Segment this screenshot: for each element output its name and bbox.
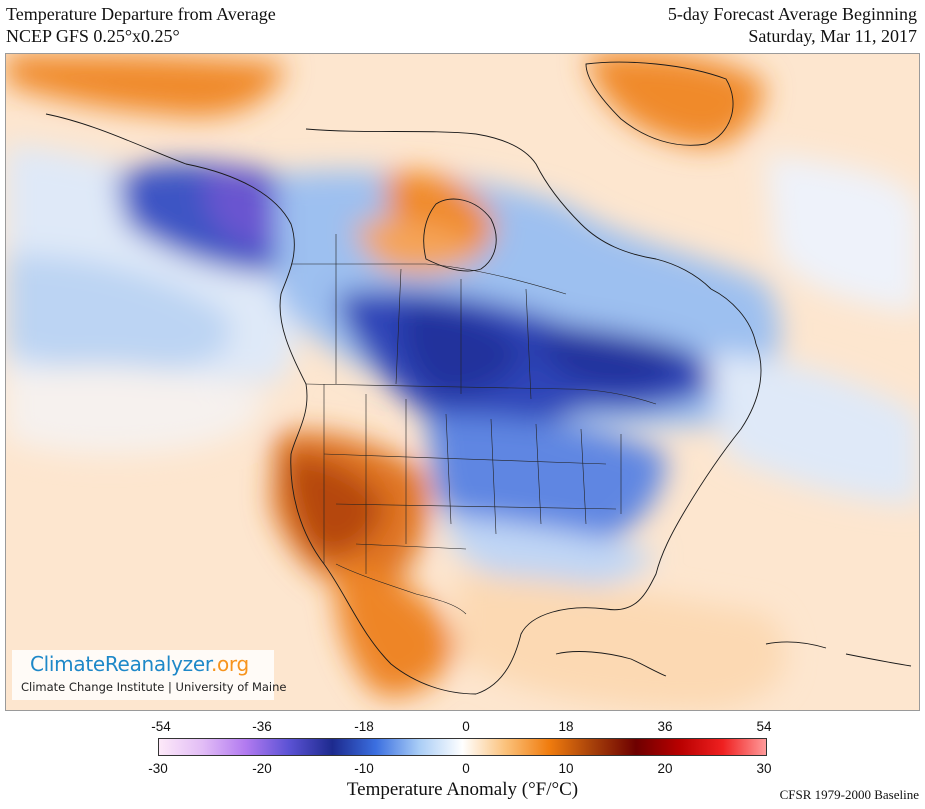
- brand-tld: .org: [210, 652, 249, 676]
- map-title: Temperature Departure from Average: [6, 4, 276, 24]
- brand-name: ClimateReanalyzer: [30, 652, 211, 676]
- anomaly-field: [6, 54, 919, 710]
- c-tick-label: 20: [657, 761, 673, 776]
- c-tick-label: 10: [558, 761, 574, 776]
- f-tick-label: 36: [657, 719, 673, 734]
- c-tick-label: 30: [756, 761, 772, 776]
- f-tick-label: -54: [151, 719, 171, 734]
- brand-panel: [12, 650, 274, 700]
- forecast-date-label: Saturday, Mar 11, 2017: [748, 26, 917, 46]
- c-tick-label: -10: [354, 761, 374, 776]
- anomaly-map: [5, 53, 920, 711]
- anomaly-map-canvas: [6, 54, 919, 710]
- f-tick-label: 54: [756, 719, 772, 734]
- c-tick-label: -20: [252, 761, 272, 776]
- brand-logo[interactable]: ClimateReanalyzer.org: [30, 652, 249, 676]
- f-tick-label: 0: [462, 719, 470, 734]
- model-resolution-label: NCEP GFS 0.25°x0.25°: [6, 26, 180, 46]
- brand-subtitle: Climate Change Institute | University of…: [21, 680, 287, 694]
- color-scale-bar: [158, 738, 767, 756]
- f-tick-label: -18: [354, 719, 374, 734]
- forecast-period-label: 5-day Forecast Average Beginning: [667, 4, 917, 24]
- baseline-note: CFSR 1979-2000 Baseline: [779, 787, 919, 802]
- f-tick-label: -36: [252, 719, 272, 734]
- legend-title: Temperature Anomaly (°F/°C): [346, 779, 579, 800]
- c-tick-label: 0: [462, 761, 470, 776]
- f-tick-label: 18: [558, 719, 574, 734]
- political-borders: [291, 234, 657, 615]
- c-tick-label: -30: [148, 761, 168, 776]
- coastlines: [45, 61, 912, 695]
